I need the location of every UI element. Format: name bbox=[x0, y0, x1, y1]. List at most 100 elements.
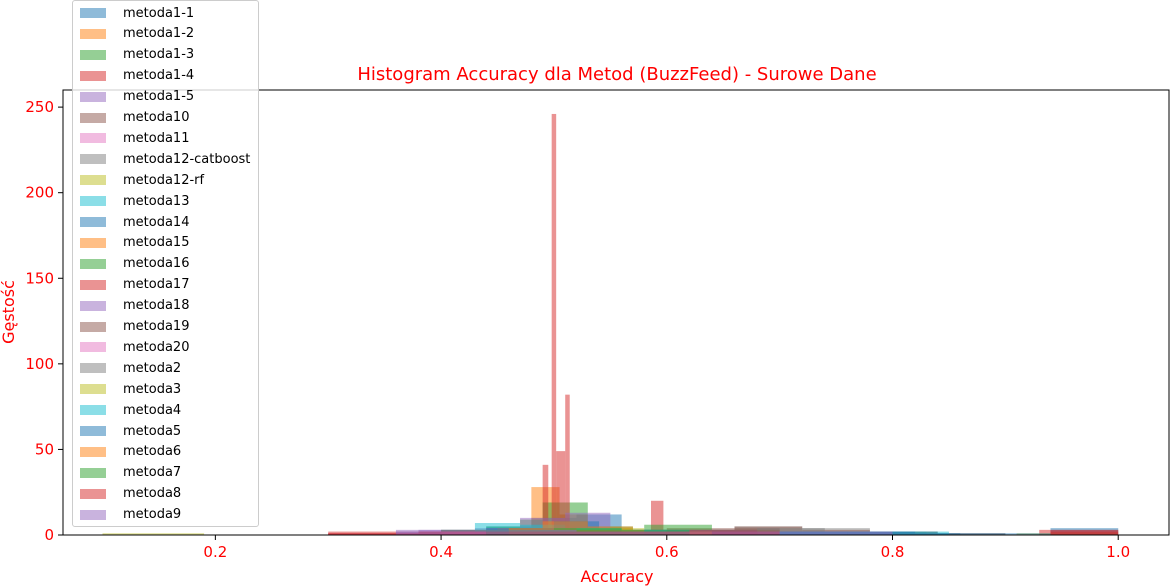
y-tick-label: 150 bbox=[25, 269, 54, 287]
legend-label: metoda1-1 bbox=[123, 5, 195, 21]
legend-swatch bbox=[80, 426, 106, 436]
legend-label: metoda6 bbox=[123, 444, 182, 460]
legend-entry: metoda17 bbox=[73, 275, 189, 295]
legend-swatch bbox=[80, 384, 106, 395]
legend-label: metoda7 bbox=[123, 465, 182, 481]
y-tick-label: 100 bbox=[25, 355, 54, 373]
hist-bar-metoda9-4 bbox=[757, 531, 848, 535]
legend-entry: metoda3 bbox=[73, 379, 181, 399]
legend-entry: metoda10 bbox=[73, 108, 189, 128]
legend-label: metoda1-5 bbox=[123, 89, 195, 105]
legend-label: metoda12-catboost bbox=[123, 151, 251, 167]
legend-entry: metoda9 bbox=[73, 505, 181, 525]
hist-bar-metoda7-1 bbox=[553, 528, 622, 535]
legend-label: metoda20 bbox=[123, 339, 190, 355]
legend-label: metoda18 bbox=[123, 298, 190, 314]
legend-label: metoda1-3 bbox=[123, 47, 195, 63]
legend-label: metoda16 bbox=[123, 256, 190, 272]
legend-entry: metoda15 bbox=[73, 233, 189, 253]
y-tick-label: 0 bbox=[44, 526, 54, 544]
legend-label: metoda19 bbox=[123, 319, 190, 334]
legend: metoda1-1 metoda1-2 metoda1-3 metoda1-4 meto… bbox=[72, 0, 259, 527]
legend-label: metoda2 bbox=[123, 360, 182, 376]
legend-entry: metoda4 bbox=[73, 400, 181, 420]
legend-swatch bbox=[80, 196, 106, 207]
legend-entry: metoda7 bbox=[73, 463, 181, 483]
legend-label: metoda3 bbox=[123, 381, 182, 397]
legend-label: metoda5 bbox=[123, 423, 182, 439]
hist-bar-metoda1-4-1 bbox=[551, 113, 557, 536]
legend-entry: metoda1-4 bbox=[73, 66, 194, 86]
plot-frame bbox=[62, 89, 1170, 536]
legend-entry: metoda19 bbox=[73, 317, 189, 337]
legend-label: metoda13 bbox=[123, 193, 190, 209]
y-tick-label: 250 bbox=[25, 98, 54, 116]
legend-label: metoda1-4 bbox=[123, 68, 195, 84]
legend-entry: metoda12-catboost bbox=[73, 149, 250, 169]
legend-swatch bbox=[80, 112, 106, 123]
hist-bar-metoda9-0 bbox=[395, 531, 487, 535]
legend-swatch bbox=[80, 488, 106, 499]
legend-label: metoda14 bbox=[123, 214, 190, 230]
x-tick-label: 1.0 bbox=[1106, 543, 1130, 561]
legend-label: metoda9 bbox=[123, 507, 182, 523]
legend-entry: metoda8 bbox=[73, 484, 181, 504]
legend-swatch bbox=[80, 237, 106, 248]
legend-entry: metoda6 bbox=[73, 442, 181, 462]
hist-bar-metoda1-4-0 bbox=[542, 464, 549, 535]
legend-entry: metoda20 bbox=[73, 337, 189, 357]
legend-swatch bbox=[80, 91, 106, 102]
legend-swatch bbox=[80, 70, 106, 81]
legend-label: metoda4 bbox=[123, 402, 182, 418]
y-tick-label: 200 bbox=[25, 184, 54, 202]
legend-label: metoda10 bbox=[123, 110, 190, 125]
legend-entry: metoda1-1 bbox=[73, 3, 194, 23]
x-axis-label: Accuracy bbox=[580, 567, 653, 586]
legend-swatch bbox=[80, 154, 106, 165]
legend-swatch bbox=[80, 363, 106, 374]
y-axis: 0 50 100 150 200 250 bbox=[25, 98, 63, 544]
y-tick-label: 50 bbox=[35, 440, 54, 458]
x-tick-label: 0.4 bbox=[429, 543, 453, 561]
hist-bar-metoda5-5 bbox=[915, 533, 961, 535]
chart-title: Histogram Accuracy dla Metod (BuzzFeed) … bbox=[357, 64, 876, 85]
hist-bar-metoda12-rf-0 bbox=[102, 533, 205, 535]
legend-swatch bbox=[80, 467, 106, 478]
x-tick-label: 0.8 bbox=[881, 543, 905, 561]
hist-bar-metoda1-4-3 bbox=[565, 394, 570, 535]
legend-swatch bbox=[80, 258, 106, 269]
legend-swatch bbox=[80, 217, 106, 227]
hist-bar-metoda14-5 bbox=[937, 533, 1051, 535]
legend-swatch bbox=[80, 133, 106, 144]
legend-swatch bbox=[80, 49, 106, 60]
legend-swatch bbox=[80, 28, 106, 39]
legend-entry: metoda18 bbox=[73, 296, 189, 316]
legend-entry: metoda14 bbox=[73, 212, 189, 232]
hist-bar-metoda9-5 bbox=[847, 531, 893, 535]
x-tick-label: 0.2 bbox=[203, 543, 227, 561]
legend-swatch bbox=[80, 300, 106, 311]
hist-bar-metoda9-3 bbox=[666, 531, 758, 535]
x-axis: 0.2 0.4 0.6 0.8 1.0 bbox=[203, 535, 1130, 561]
legend-entry: metoda13 bbox=[73, 191, 189, 211]
hist-bar-metoda8-5 bbox=[1050, 531, 1119, 535]
hist-bar-metoda2-0 bbox=[757, 528, 825, 535]
legend-label: metoda11 bbox=[123, 130, 190, 146]
legend-entry: metoda11 bbox=[73, 128, 189, 148]
legend-swatch bbox=[80, 279, 106, 290]
legend-swatch bbox=[80, 446, 106, 457]
hist-bar-metoda16-3 bbox=[644, 524, 712, 535]
legend-label: metoda8 bbox=[123, 486, 182, 502]
hist-bar-metoda8-0 bbox=[328, 533, 419, 535]
legend-entry: metoda5 bbox=[73, 421, 181, 441]
legend-label: metoda12-rf bbox=[123, 172, 205, 188]
hist-bar-metoda1-4-2 bbox=[556, 451, 566, 535]
x-tick-label: 0.6 bbox=[655, 543, 679, 561]
y-axis-label: Gęstość bbox=[0, 280, 18, 344]
legend-swatch bbox=[80, 509, 106, 520]
legend-entry: metoda12-rf bbox=[73, 170, 204, 190]
legend-swatch bbox=[80, 342, 106, 353]
legend-entry: metoda1-3 bbox=[73, 45, 194, 65]
legend-label: metoda1-2 bbox=[123, 26, 195, 42]
